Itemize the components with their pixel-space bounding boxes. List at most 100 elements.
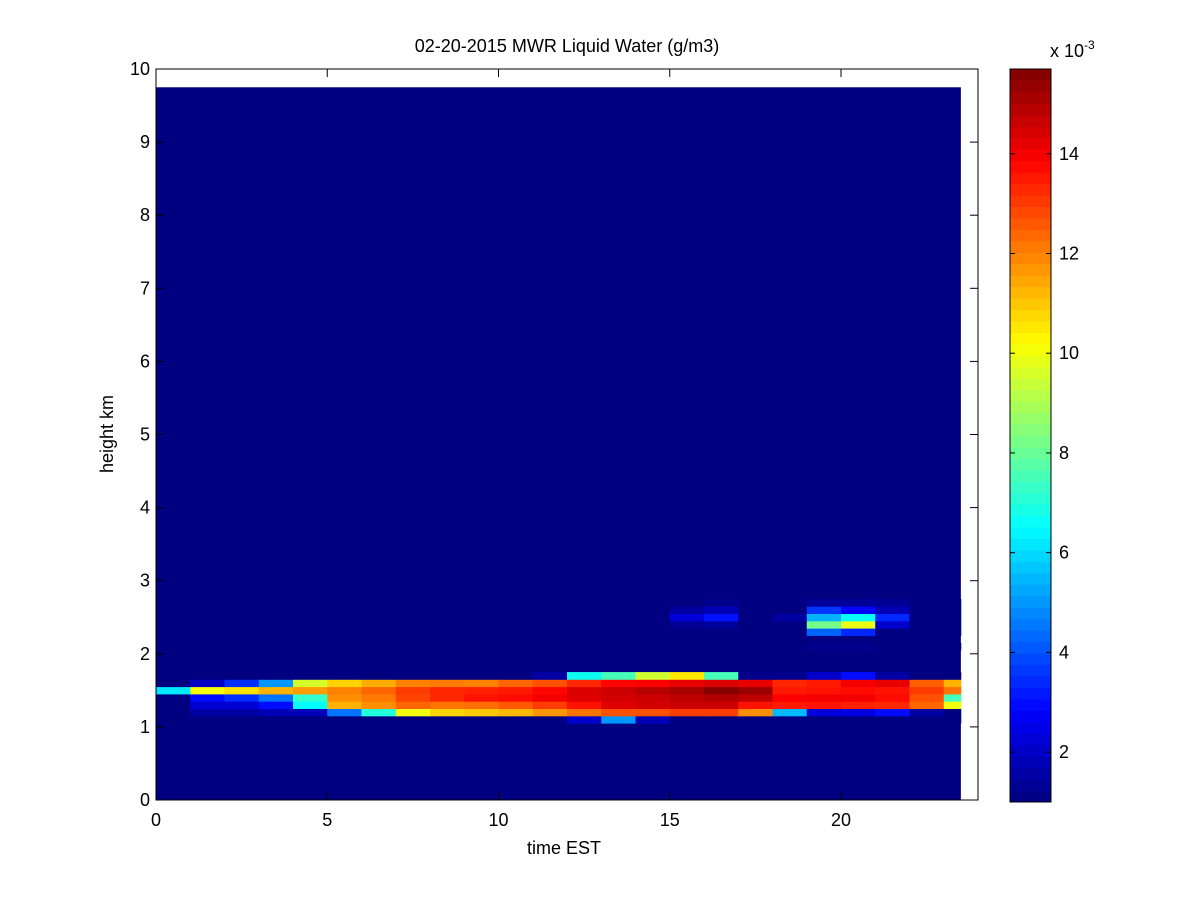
- heatmap-cell: [293, 642, 328, 651]
- heatmap-cell: [567, 620, 602, 629]
- heatmap-cell: [772, 606, 808, 614]
- heatmap-cell: [635, 606, 671, 614]
- heatmap-cell: [738, 686, 773, 695]
- heatmap-cell: [943, 708, 962, 717]
- heatmap-cell: [224, 620, 260, 629]
- heatmap-cell: [258, 642, 294, 651]
- heatmap-cell: [361, 620, 397, 629]
- heatmap-cell: [293, 620, 328, 629]
- heatmap-cell: [943, 642, 962, 651]
- heatmap-cell: [704, 613, 739, 622]
- heatmap-cell: [601, 679, 636, 688]
- y-tick-label: 6: [140, 351, 150, 371]
- heatmap-cell: [430, 620, 465, 629]
- heatmap-cell: [190, 672, 225, 680]
- heatmap-cell: [875, 598, 910, 607]
- heatmap-cell: [430, 672, 465, 680]
- heatmap-cell: [669, 613, 705, 622]
- heatmap-cell: [806, 715, 842, 724]
- heatmap-cell: [395, 598, 431, 607]
- colorbar: 2 4 6 8 10 12 14 x 10-3: [1009, 38, 1095, 803]
- heatmap-cell: [909, 686, 945, 695]
- heatmap-cell: [875, 701, 910, 710]
- heatmap-cell: [224, 672, 260, 680]
- heatmap-cell: [532, 613, 568, 622]
- colorbar-strip: [1010, 160, 1051, 173]
- heatmap-cell: [635, 613, 671, 622]
- colorbar-strip: [1010, 446, 1051, 459]
- y-tick-labels: 0 1 2 3 4 5 6 7 8 9 10: [130, 59, 150, 810]
- heatmap-cell: [361, 606, 397, 614]
- y-tick-label: 2: [140, 644, 150, 664]
- heatmap-cell: [841, 715, 876, 724]
- heatmap-cell: [498, 679, 534, 688]
- x-tick-label: 10: [488, 810, 508, 830]
- heatmap-cell: [669, 679, 705, 688]
- heatmap-cell: [293, 679, 328, 688]
- heatmap-cell: [156, 598, 191, 607]
- heatmap-cell: [806, 598, 842, 607]
- heatmap-cell: [361, 715, 397, 724]
- heatmap-cell: [224, 679, 260, 688]
- colorbar-tick-label: 2: [1059, 742, 1069, 762]
- heatmap-cell: [464, 686, 499, 695]
- heatmap-cell: [806, 694, 842, 702]
- y-tick-label: 0: [140, 790, 150, 810]
- heatmap-cell: [327, 642, 362, 651]
- heatmap-cell: [909, 672, 945, 680]
- heatmap-cell: [464, 701, 499, 710]
- colorbar-strip: [1010, 504, 1051, 517]
- heatmap-cell: [943, 686, 962, 695]
- heatmap-cell: [841, 628, 876, 636]
- heatmap-cell: [806, 642, 842, 651]
- colorbar-strip: [1010, 469, 1051, 482]
- colorbar-strip: [1010, 721, 1051, 734]
- heatmap-cell: [738, 598, 773, 607]
- heatmap-cell: [395, 620, 431, 629]
- y-axis-label: height km: [97, 395, 117, 473]
- heatmap-cell: [293, 672, 328, 680]
- heatmap-cell: [156, 694, 191, 702]
- heatmap-cell: [806, 613, 842, 622]
- heatmap-cell: [327, 708, 362, 717]
- heatmap-cell: [532, 628, 568, 636]
- heatmap-cell: [224, 701, 260, 710]
- heatmap-cell: [806, 708, 842, 717]
- colorbar-strip: [1010, 69, 1051, 81]
- heatmap-cell: [772, 613, 808, 622]
- x-axis-label: time EST: [527, 838, 601, 858]
- heatmap-cell: [327, 701, 362, 710]
- colorbar-strip: [1010, 206, 1051, 219]
- heatmap-cell: [224, 628, 260, 636]
- heatmap-cell: [738, 620, 773, 629]
- colorbar-strip: [1010, 263, 1051, 276]
- heatmap-cell: [395, 628, 431, 636]
- heatmap-cell: [841, 598, 876, 607]
- heatmap-cell: [532, 679, 568, 688]
- heatmap-cell: [430, 613, 465, 622]
- colorbar-strip: [1010, 424, 1051, 436]
- heatmap-cell: [258, 672, 294, 680]
- colorbar-strip: [1010, 550, 1051, 562]
- heatmap-cell: [532, 606, 568, 614]
- heatmap-cell: [293, 708, 328, 717]
- colorbar-strip: [1010, 298, 1051, 311]
- colorbar-tick-label: 12: [1059, 243, 1079, 263]
- heatmap-cell: [464, 679, 499, 688]
- heatmap-cell: [498, 606, 534, 614]
- heatmap-cell: [601, 628, 636, 636]
- colorbar-strip: [1010, 240, 1051, 253]
- heatmap-cell: [841, 613, 876, 622]
- heatmap-cell: [841, 708, 876, 717]
- heatmap-cell: [361, 613, 397, 622]
- heatmap-cell: [909, 642, 945, 651]
- heatmap-cell: [943, 606, 962, 614]
- colorbar-tick-label: 10: [1059, 343, 1079, 363]
- heatmap-cell: [669, 715, 705, 724]
- heatmap-cell: [567, 686, 602, 695]
- heatmap-cell: [395, 708, 431, 717]
- heatmap-cell: [190, 694, 225, 702]
- heatmap-cell: [669, 701, 705, 710]
- heatmap-cell: [875, 620, 910, 629]
- heatmap-cell: [430, 628, 465, 636]
